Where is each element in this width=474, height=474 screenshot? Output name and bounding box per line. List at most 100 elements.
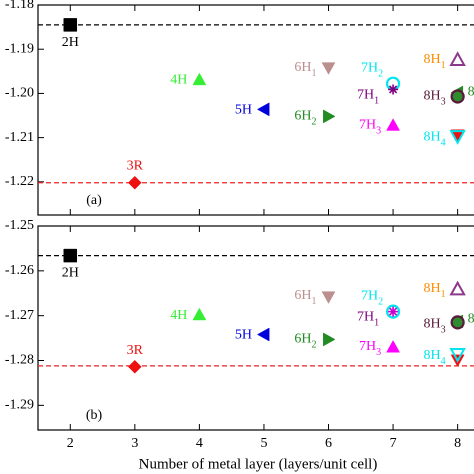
x-tick-label: 4	[196, 436, 203, 451]
y-tick-label: -1.20	[5, 86, 34, 101]
marker	[386, 340, 400, 353]
marker	[256, 102, 270, 117]
point-label-sub: 4	[441, 356, 446, 367]
point-label: 6H2	[294, 332, 316, 351]
point-label-sub: 4	[441, 137, 446, 148]
x-tick-label: 2	[67, 436, 74, 451]
point-label: 7H3	[359, 117, 381, 136]
point-label-main: 5H	[235, 328, 252, 343]
point-label-main: 8H	[424, 89, 441, 104]
point-label: 3R	[127, 343, 144, 358]
marker	[388, 306, 399, 317]
point-label: 5H	[235, 328, 252, 343]
point-label-main: 7H	[361, 61, 378, 76]
point-label-main: 3R	[127, 159, 144, 174]
marker	[449, 130, 466, 145]
point-label-main: 3R	[127, 343, 144, 358]
point-label-sub: 2	[312, 339, 317, 350]
marker	[321, 291, 336, 304]
point-label: 4H	[170, 73, 187, 88]
point-label-main: 5H	[235, 103, 252, 118]
marker	[127, 175, 142, 190]
y-tick-label: -1.21	[5, 130, 34, 145]
y-tick-label: -1.28	[5, 353, 34, 368]
point-label-main: 8H	[424, 52, 441, 67]
marker	[450, 315, 465, 330]
x-axis-title: Number of metal layer (layers/unit cell)	[139, 456, 378, 472]
point-label-sub: 3	[376, 125, 381, 136]
marker	[449, 51, 466, 67]
marker	[256, 327, 270, 342]
marker	[323, 109, 336, 124]
point-label-sub: 3	[441, 96, 446, 107]
point-label: 8H2	[468, 312, 474, 331]
marker	[386, 118, 400, 131]
point-label: 2H	[62, 266, 79, 281]
point-label-sub: 1	[441, 60, 446, 71]
point-label-sub: 1	[441, 289, 446, 300]
marker	[192, 307, 207, 321]
marker	[321, 62, 336, 75]
point-label: 7H1	[357, 88, 379, 107]
marker	[449, 280, 466, 296]
point-label: 8H3	[424, 317, 446, 336]
point-label: 8H2	[468, 85, 474, 104]
plot-frame	[37, 225, 474, 431]
point-label: 8H4	[424, 130, 446, 149]
point-label: 3R	[127, 159, 144, 174]
point-label-sub: 2	[378, 68, 383, 79]
point-label-main: 4H	[170, 73, 187, 88]
point-label-main: 8H	[424, 317, 441, 332]
marker	[127, 359, 142, 374]
x-tick-label: 7	[390, 436, 397, 451]
point-label: 7H2	[361, 61, 383, 80]
point-label-main: 2H	[62, 266, 79, 281]
y-tick-label: -1.29	[5, 398, 34, 413]
point-label-sub: 1	[312, 68, 317, 79]
point-label-main: 7H	[359, 339, 376, 354]
point-label-sub: 2	[312, 116, 317, 127]
point-label: 6H1	[294, 60, 316, 79]
point-label-main: 6H	[294, 60, 311, 75]
point-label: 6H2	[294, 109, 316, 128]
point-label-sub: 1	[312, 296, 317, 307]
y-tick-label: -1.26	[5, 263, 34, 278]
marker	[388, 84, 399, 95]
point-label-sub: 1	[374, 95, 379, 106]
point-label-main: 8H	[468, 312, 474, 327]
point-label-main: 8H	[424, 348, 441, 363]
plot-frame	[37, 4, 474, 216]
marker	[192, 72, 207, 86]
point-label: 8H1	[424, 281, 446, 300]
point-label-sub: 2	[378, 296, 383, 307]
marker	[63, 18, 78, 32]
point-label-main: 7H	[357, 88, 374, 103]
point-label: 4H	[170, 308, 187, 323]
point-label: 7H2	[361, 289, 383, 308]
marker	[63, 248, 78, 263]
point-label: 8H3	[424, 89, 446, 108]
y-tick-label: -1.18	[5, 0, 34, 12]
marker	[449, 348, 466, 363]
marker	[450, 89, 465, 104]
point-label-main: 8H	[424, 281, 441, 296]
x-tick-label: 8	[454, 436, 461, 451]
point-label-sub: 3	[441, 324, 446, 335]
point-label-main: 6H	[294, 332, 311, 347]
point-label-main: 6H	[294, 109, 311, 124]
marker	[385, 304, 401, 319]
point-label: 6H1	[294, 288, 316, 307]
point-label-sub: 3	[376, 347, 381, 358]
y-tick-label: -1.25	[5, 218, 34, 233]
point-label-main: 8H	[468, 85, 474, 100]
point-label: 8H4	[424, 348, 446, 367]
point-label-main: 2H	[62, 35, 79, 50]
point-label-main: 6H	[294, 288, 311, 303]
point-label-main: 8H	[424, 130, 441, 145]
panel-label: (a)	[86, 193, 102, 208]
x-tick-label: 5	[260, 436, 267, 451]
point-label: 2H	[62, 35, 79, 50]
point-label-main: 7H	[359, 117, 376, 132]
point-label: 8H1	[424, 52, 446, 71]
point-label: 7H1	[357, 310, 379, 329]
